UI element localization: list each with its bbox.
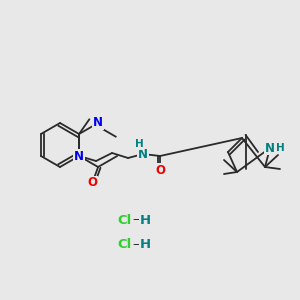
- Text: Cl: Cl: [118, 238, 132, 251]
- Text: H: H: [276, 143, 284, 153]
- Text: H: H: [140, 214, 151, 226]
- Text: –: –: [133, 214, 139, 226]
- Text: H: H: [140, 238, 151, 251]
- Text: N: N: [138, 148, 148, 160]
- Text: H: H: [135, 139, 143, 149]
- Text: O: O: [155, 164, 165, 176]
- Text: O: O: [87, 176, 97, 190]
- Text: N: N: [265, 142, 275, 154]
- Text: N: N: [74, 149, 84, 163]
- Text: Cl: Cl: [118, 214, 132, 226]
- Text: –: –: [133, 238, 139, 251]
- Text: N: N: [93, 116, 103, 130]
